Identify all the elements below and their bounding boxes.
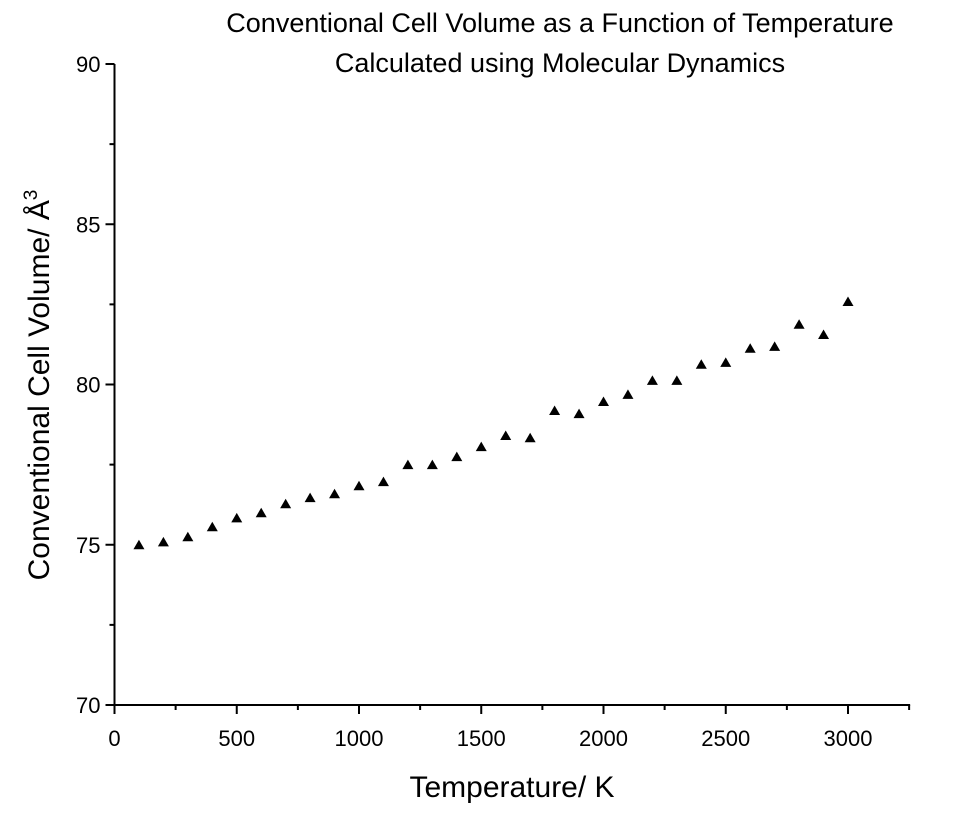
data-point-triangle bbox=[646, 375, 658, 385]
data-point-triangle bbox=[549, 405, 561, 415]
data-point-triangle bbox=[255, 507, 267, 518]
x-tick-label: 2000 bbox=[579, 726, 628, 751]
x-tick-label: 500 bbox=[218, 726, 255, 751]
data-point-triangle bbox=[451, 451, 463, 462]
data-point-triangle bbox=[622, 389, 634, 399]
x-axis-ticks: 0 500 1000 1500 2000 2500 3000 bbox=[108, 705, 911, 751]
data-point-triangle bbox=[231, 512, 243, 523]
data-point-triangle bbox=[475, 441, 487, 452]
data-point-triangle bbox=[280, 498, 292, 509]
x-tick-label: 1500 bbox=[457, 726, 506, 751]
y-tick-label: 80 bbox=[76, 373, 100, 398]
data-point-triangle bbox=[793, 319, 805, 329]
y-axis-label-text: Conventional Cell Volume/ Å bbox=[23, 200, 56, 580]
y-tick-label: 85 bbox=[76, 212, 100, 237]
data-point-triangle bbox=[206, 521, 218, 532]
x-tick-label: 2500 bbox=[701, 726, 750, 751]
data-point-triangle bbox=[426, 459, 438, 470]
data-point-triangle bbox=[744, 343, 756, 353]
x-axis-label: Temperature/ K bbox=[409, 771, 614, 804]
data-point-triangle bbox=[524, 432, 536, 443]
y-tick-label: 90 bbox=[76, 52, 100, 77]
x-tick-label: 3000 bbox=[824, 726, 873, 751]
data-point-triangle bbox=[182, 531, 194, 542]
x-tick-label: 0 bbox=[108, 726, 120, 751]
y-axis-ticks: 70 75 80 85 90 bbox=[76, 52, 115, 718]
data-point-triangle bbox=[598, 396, 609, 406]
chart-title-line-2: Calculated using Molecular Dynamics bbox=[335, 48, 785, 78]
data-points bbox=[133, 296, 854, 550]
data-point-triangle bbox=[818, 329, 830, 340]
data-point-triangle bbox=[769, 341, 781, 351]
data-point-triangle bbox=[695, 359, 707, 369]
chart-title-line-1: Conventional Cell Volume as a Function o… bbox=[226, 8, 893, 38]
data-point-triangle bbox=[157, 536, 169, 547]
y-axis-label-superscript: 3 bbox=[21, 190, 42, 201]
data-point-triangle bbox=[402, 459, 414, 470]
y-tick-label: 70 bbox=[76, 693, 100, 718]
data-point-triangle bbox=[720, 357, 732, 367]
data-point-triangle bbox=[133, 539, 145, 550]
data-point-triangle bbox=[671, 375, 683, 385]
data-point-triangle bbox=[842, 296, 854, 306]
y-axis-label: Conventional Cell Volume/ Å3 bbox=[21, 190, 56, 581]
axes bbox=[113, 64, 911, 707]
data-point-triangle bbox=[329, 488, 341, 499]
data-point-triangle bbox=[377, 476, 389, 487]
data-point-triangle bbox=[500, 430, 512, 440]
x-tick-label: 1000 bbox=[335, 726, 384, 751]
data-point-triangle bbox=[573, 408, 585, 419]
data-point-triangle bbox=[304, 492, 316, 503]
data-point-triangle bbox=[353, 480, 365, 491]
y-tick-label: 75 bbox=[76, 533, 100, 558]
